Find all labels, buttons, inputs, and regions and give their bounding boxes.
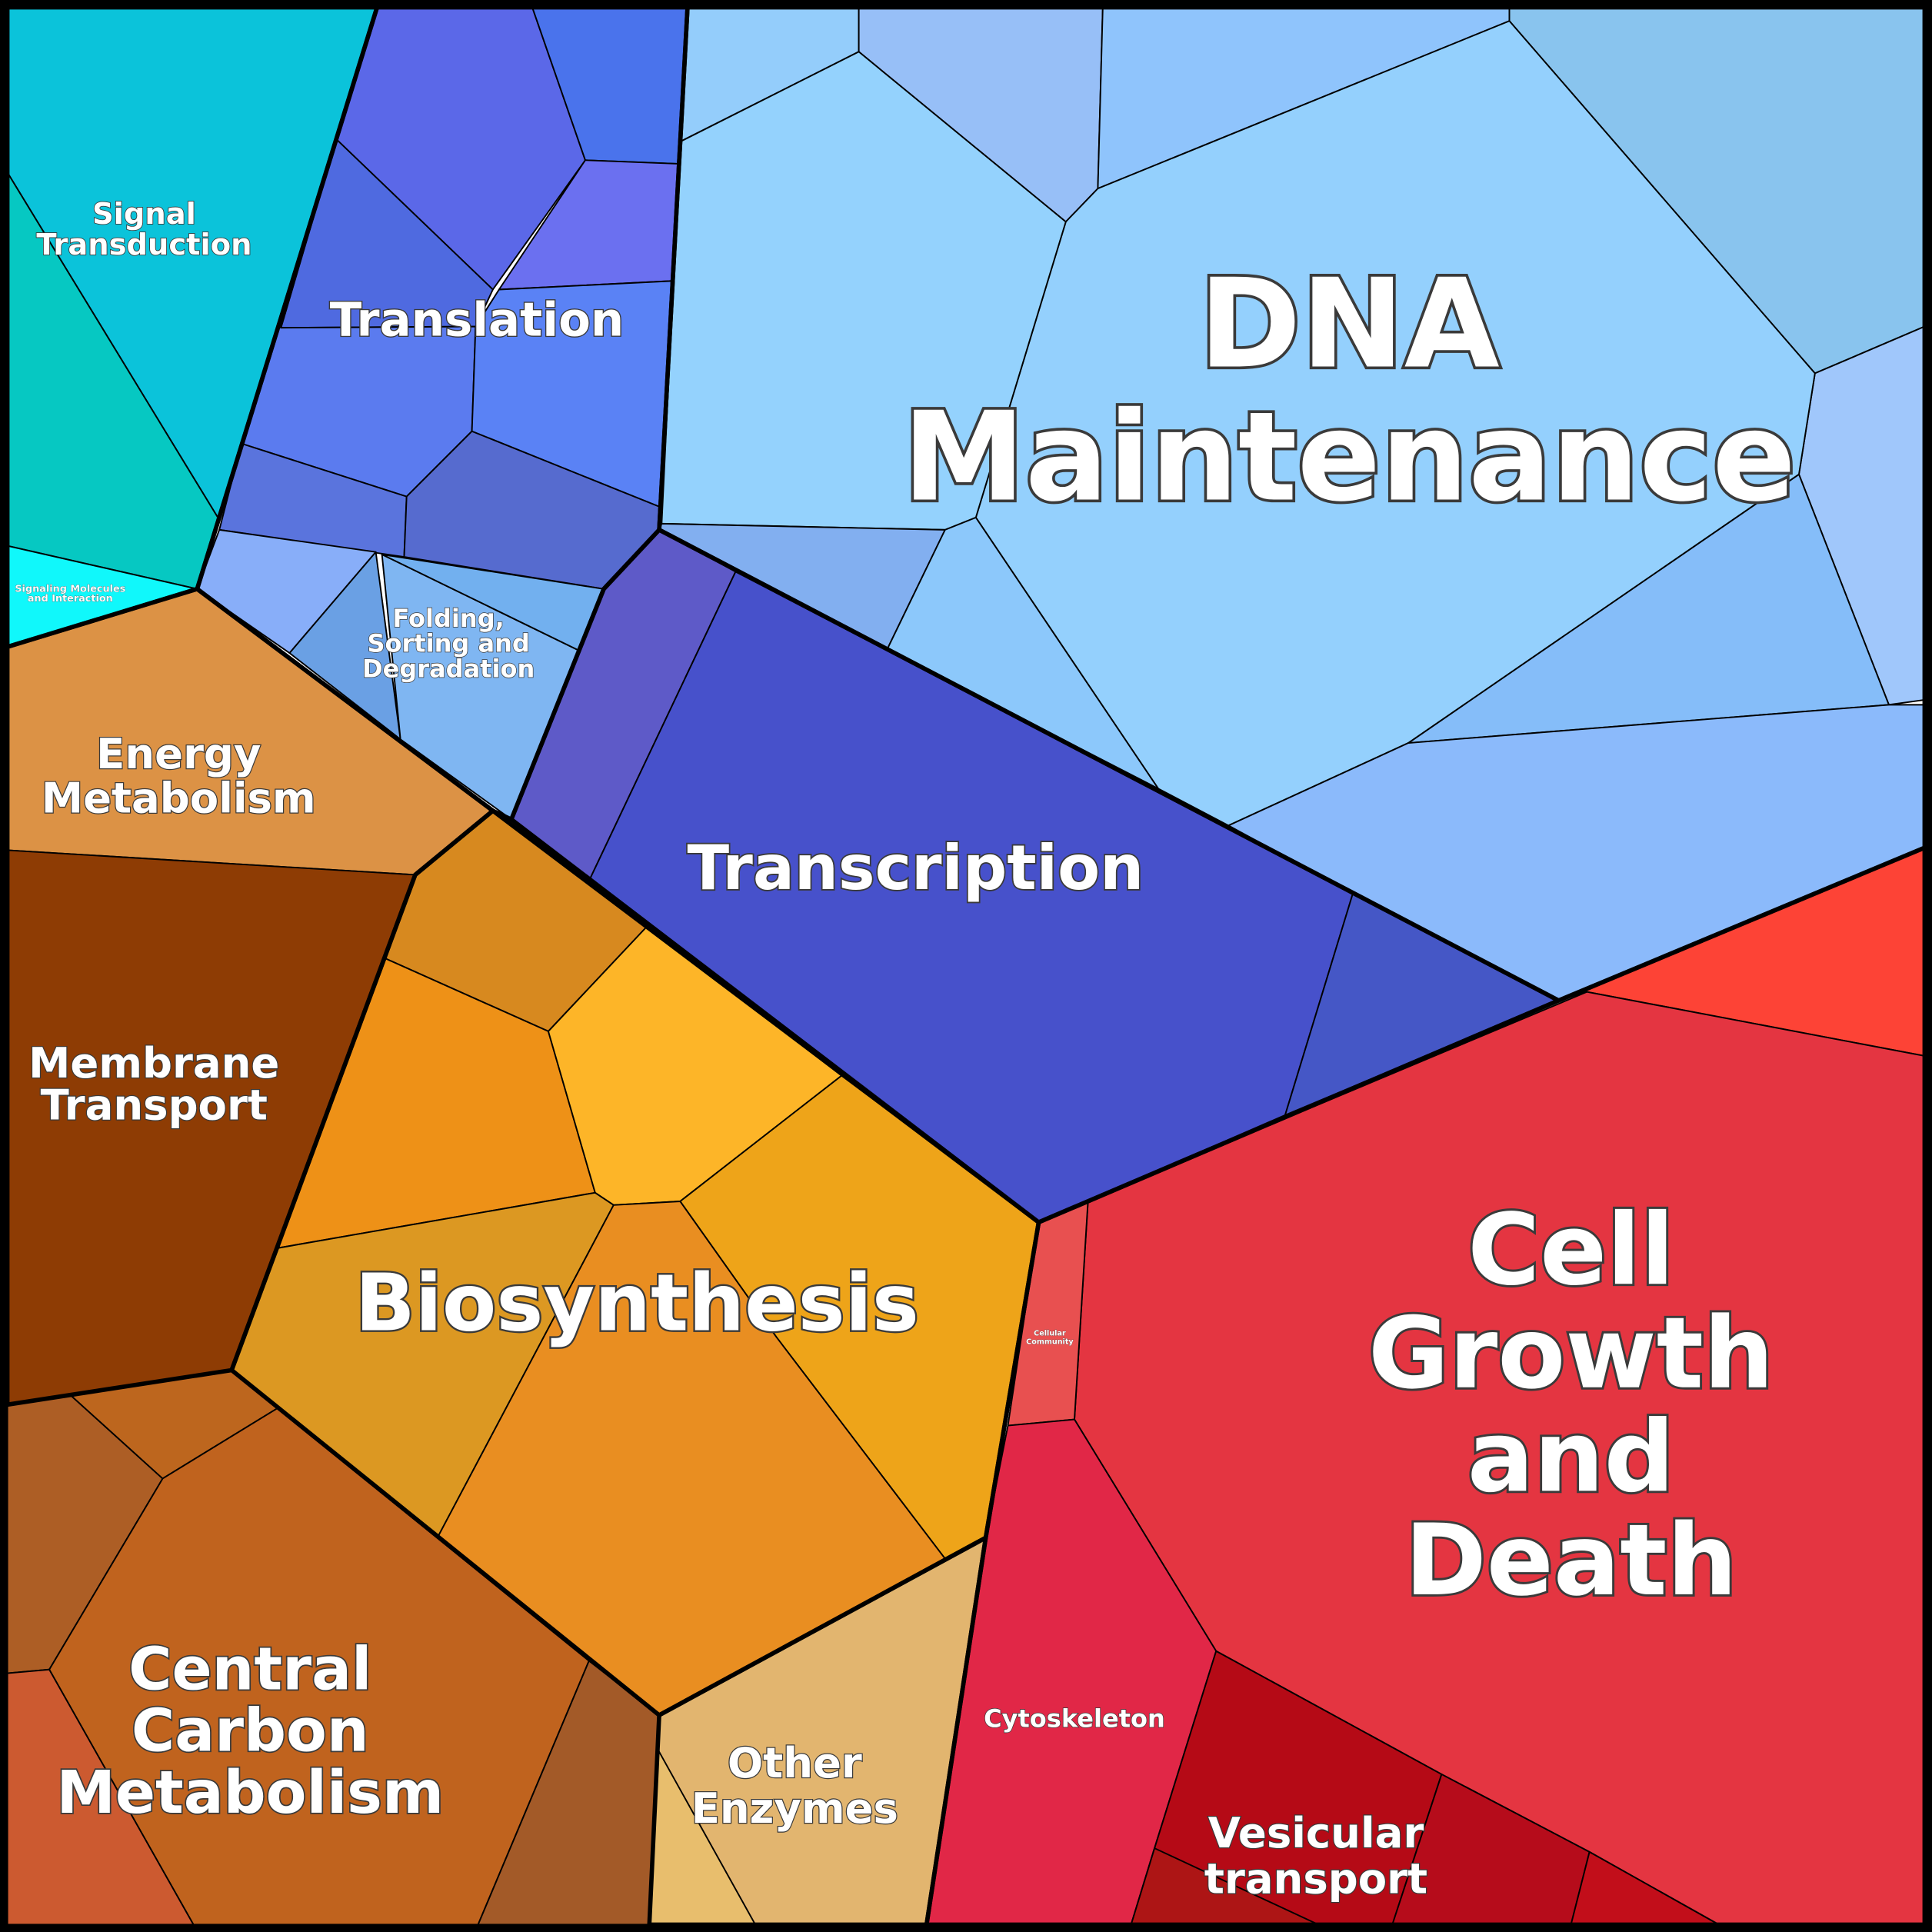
region-label: and Interaction (28, 593, 113, 605)
region-label: Transduction (36, 228, 251, 262)
region-label: Biosynthesis (355, 1258, 919, 1350)
region-label: Membrane (28, 1038, 279, 1088)
region-label: Transcription (688, 832, 1144, 904)
region-label: Enzymes (691, 1784, 898, 1833)
region-label: Signal (92, 197, 196, 232)
region-label: transport (1204, 1854, 1427, 1903)
region-label: Vesicular (1208, 1808, 1424, 1857)
region-label: Degradation (362, 655, 535, 684)
region-label: Signaling Molecules (15, 583, 125, 595)
region-label: Growth (1368, 1297, 1774, 1411)
region-label: Cytoskeleton (984, 1704, 1165, 1733)
region-label: Sorting and (367, 629, 529, 658)
region-label: Translation (330, 292, 624, 347)
region-label: Metabolism (56, 1759, 444, 1827)
region-label: Cell (1467, 1193, 1674, 1307)
region-label: Death (1404, 1504, 1737, 1618)
region-label: Cellular (1034, 1329, 1066, 1337)
region-label: Carbon (132, 1697, 369, 1766)
region-label: Central (128, 1636, 371, 1704)
region-label: Transport (41, 1080, 268, 1129)
region-label: Other (728, 1738, 862, 1787)
cells (6, 6, 1926, 1926)
region-label: Energy (96, 729, 261, 778)
region-label: Folding, (392, 604, 504, 633)
region-label: Community (1026, 1338, 1074, 1347)
cell (288, 551, 401, 741)
region-label: and (1467, 1400, 1674, 1514)
region-label: DNA (1199, 251, 1500, 395)
region-label: Maintenance (903, 385, 1796, 529)
region-label: Metabolism (42, 773, 316, 822)
